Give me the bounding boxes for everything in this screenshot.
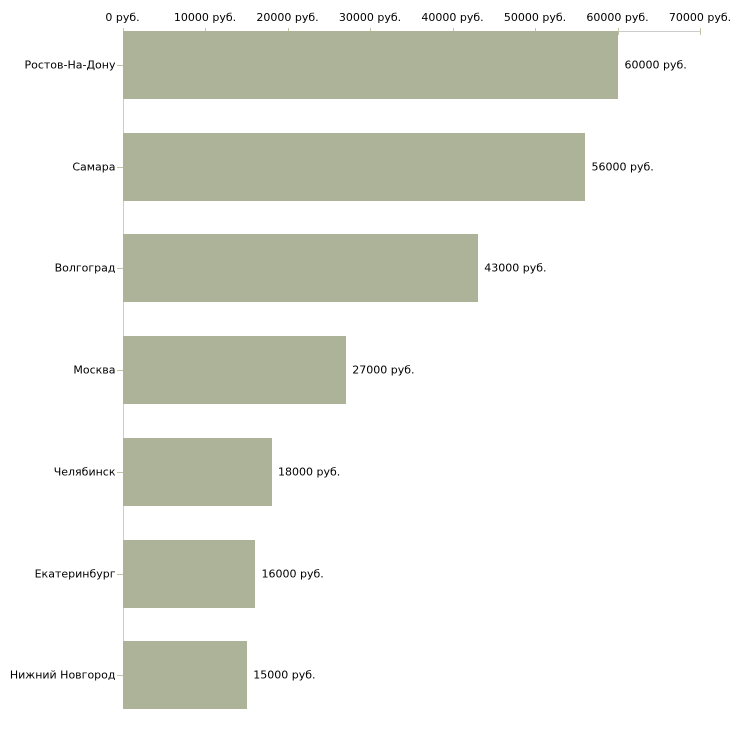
bar-value-label: 15000 руб.: [253, 668, 316, 682]
y-axis-tick-mark: [116, 166, 123, 168]
category-label: Ростов-На-Дону: [24, 58, 116, 72]
bar: [123, 132, 585, 201]
bar-value-label: 43000 руб.: [484, 261, 547, 275]
y-axis-tick-mark: [116, 675, 123, 677]
y-axis-tick-mark: [116, 471, 123, 473]
x-axis-tick-label: 0 руб.: [105, 11, 140, 24]
bar: [123, 437, 272, 506]
category-label: Екатеринбург: [34, 567, 116, 580]
x-axis-tick-label: 20000 руб.: [256, 11, 319, 24]
category-label: Волгоград: [54, 261, 116, 275]
x-axis-tick-label: 40000 руб.: [421, 11, 484, 24]
x-axis-tick-mark: [617, 28, 619, 35]
bar: [123, 31, 618, 99]
bar: [123, 336, 346, 405]
bar-value-label: 18000 руб.: [278, 465, 341, 479]
bar: [123, 641, 247, 710]
y-axis-tick-mark: [116, 370, 123, 372]
bar: [123, 539, 255, 608]
bar-value-label: 27000 руб.: [352, 363, 415, 377]
x-axis-tick-label: 50000 руб.: [503, 11, 567, 24]
bar: [123, 234, 478, 303]
x-axis-tick-label: 30000 руб.: [338, 11, 402, 24]
x-axis-tick-label: 10000 руб.: [173, 11, 237, 24]
bar-value-label: 16000 руб.: [261, 567, 324, 580]
y-axis-tick-mark: [116, 268, 123, 270]
y-axis-tick-mark: [116, 65, 123, 66]
bar-value-label: 56000 руб.: [591, 160, 654, 174]
category-label: Самара: [72, 160, 116, 174]
x-axis-tick-label: 70000 руб.: [668, 11, 730, 24]
y-axis-tick-mark: [116, 573, 123, 575]
category-label: Нижний Новгород: [9, 668, 116, 682]
category-label: Москва: [73, 363, 116, 377]
bar-value-label: 60000 руб.: [624, 58, 687, 72]
x-axis-tick-mark: [700, 28, 701, 35]
x-axis-tick-label: 60000 руб.: [586, 11, 649, 24]
category-label: Челябинск: [53, 465, 116, 479]
